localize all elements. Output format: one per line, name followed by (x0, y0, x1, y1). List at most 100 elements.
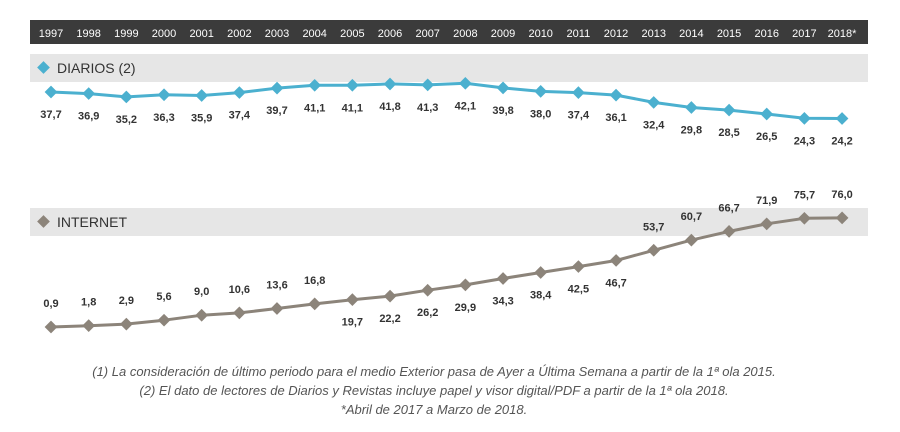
year-label: 2004 (302, 28, 326, 40)
data-label: 5,6 (156, 291, 171, 303)
data-label: 38,0 (530, 108, 551, 120)
data-point (685, 233, 698, 247)
data-label: 71,9 (756, 195, 777, 207)
data-label: 75,7 (794, 189, 815, 201)
internet-series: 0,9 1,8 2,9 5,6 9,0 10,6 13,6 16,8 19,7 22,2 26,2 2… (43, 189, 853, 334)
footnotes: (1) La consideración de último periodo p… (0, 362, 868, 419)
data-point (82, 87, 96, 100)
data-label: 66,7 (718, 202, 739, 214)
data-point (270, 302, 284, 315)
year-label: 2008 (453, 28, 477, 40)
data-label: 0,9 (43, 298, 58, 310)
data-label: 19,7 (342, 317, 363, 329)
data-label: 35,2 (116, 114, 137, 126)
data-point (798, 111, 811, 125)
year-label: 2015 (717, 28, 741, 40)
data-label: 2,9 (119, 295, 134, 307)
data-label: 38,4 (530, 290, 552, 302)
year-label: 2006 (378, 28, 402, 40)
data-point (346, 293, 359, 307)
data-point (421, 283, 435, 297)
data-label: 10,6 (229, 284, 250, 296)
data-label: 41,3 (417, 102, 438, 114)
data-label: 26,2 (417, 307, 438, 319)
data-point (270, 81, 284, 95)
data-point (647, 96, 661, 109)
year-label: 2017 (792, 28, 816, 40)
data-label: 22,2 (379, 313, 400, 325)
data-point (496, 272, 510, 285)
footnote-2: (2) El dato de lectores de Diarios y Rev… (139, 383, 729, 398)
diarios-legend-label: DIARIOS (2) (57, 60, 136, 76)
data-point (572, 86, 585, 99)
data-point (308, 297, 322, 311)
year-label: 2002 (227, 28, 251, 40)
data-label: 36,9 (78, 111, 99, 123)
data-point (44, 85, 58, 99)
data-point (647, 243, 661, 257)
year-label: 2001 (189, 28, 213, 40)
diarios-panel-header (30, 54, 868, 82)
data-point (609, 88, 623, 102)
year-label: 2018* (828, 28, 857, 40)
data-point (722, 225, 736, 238)
data-label: 34,3 (492, 295, 513, 307)
data-point (835, 112, 849, 125)
year-label: 2011 (567, 28, 591, 40)
year-label: 2016 (754, 28, 778, 40)
data-label: 26,5 (756, 131, 777, 143)
data-label: 41,8 (379, 101, 400, 113)
year-label: 2012 (604, 28, 628, 40)
data-point (157, 88, 171, 102)
diarios-series: 37,7 36,9 35,2 36,3 35,9 37,4 39,7 41,1 41,1 41,8… (40, 76, 853, 148)
data-label: 46,7 (605, 277, 626, 289)
data-point (458, 76, 472, 90)
footnote-1: (1) La consideración de último periodo p… (92, 364, 776, 379)
data-label: 41,1 (304, 102, 325, 114)
data-point (233, 86, 246, 99)
data-point (722, 103, 736, 117)
data-point (760, 107, 774, 121)
data-point (232, 306, 246, 320)
year-axis-labels: 1997 1998 1999 2000 2001 2002 2003 2004 2005 2006… (39, 28, 857, 40)
data-point (195, 308, 209, 322)
data-point (345, 78, 359, 92)
year-label: 2007 (415, 28, 439, 40)
data-point (760, 217, 774, 231)
data-label: 37,7 (40, 109, 61, 121)
series-line (50, 81, 843, 120)
internet-legend-marker (37, 215, 50, 228)
data-label: 29,8 (681, 125, 702, 137)
data-point (157, 313, 171, 327)
data-label: 28,5 (718, 127, 739, 139)
year-label: 1998 (76, 28, 100, 40)
data-point (383, 289, 397, 303)
series-line (50, 216, 843, 329)
data-label: 37,4 (568, 110, 590, 122)
data-point (308, 78, 322, 92)
data-point (496, 81, 510, 95)
data-label: 76,0 (831, 189, 852, 201)
data-label: 35,9 (191, 113, 212, 125)
data-point (609, 254, 623, 267)
footnote-3: *Abril de 2017 a Marzo de 2018. (340, 402, 528, 417)
data-label: 42,5 (568, 284, 589, 296)
internet-panel-header (30, 208, 868, 236)
data-label: 42,1 (455, 100, 476, 112)
data-label: 39,7 (266, 105, 287, 117)
data-point (195, 89, 209, 102)
data-point (534, 266, 548, 279)
data-label: 32,4 (643, 119, 665, 131)
year-label: 1999 (114, 28, 138, 40)
data-label: 60,7 (681, 211, 702, 223)
data-label: 24,2 (831, 136, 852, 148)
year-axis-bar (30, 20, 868, 44)
data-point (534, 85, 548, 98)
year-label: 2014 (679, 28, 703, 40)
data-point (685, 101, 698, 114)
data-point (44, 320, 58, 334)
data-label: 13,6 (266, 280, 287, 292)
data-label: 53,7 (643, 221, 664, 233)
data-point (383, 77, 397, 91)
data-label: 24,3 (794, 135, 815, 147)
